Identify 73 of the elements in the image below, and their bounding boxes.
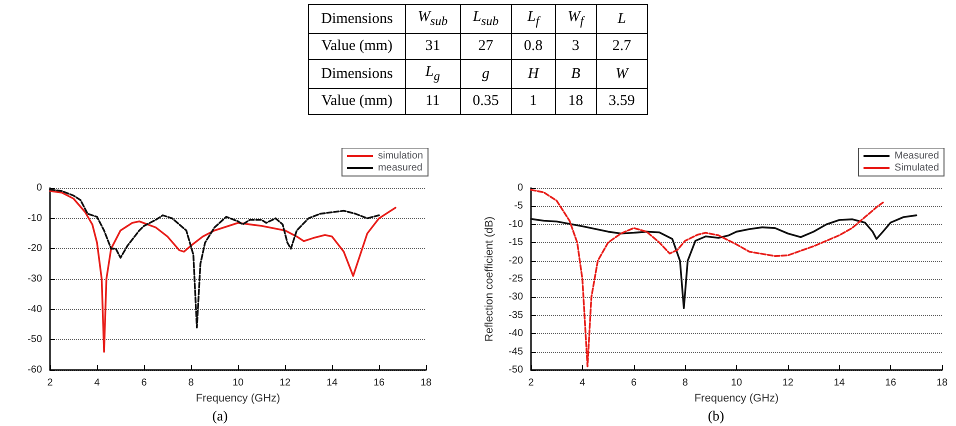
text: W$_{f}$ [555, 4, 596, 34]
y-axis-title: Reflection coefficient (dB) [484, 216, 496, 342]
x-tick-label: 16 [373, 378, 385, 388]
y-tick-label: -20 [508, 255, 524, 266]
x-tick-label: 14 [326, 378, 338, 388]
text: L$_{f}$ [511, 4, 556, 34]
text: H [511, 60, 556, 88]
text: 2.7 [596, 34, 648, 60]
x-tick-label: 16 [885, 378, 897, 388]
y-tick-label: 0 [36, 182, 42, 194]
y-tick-label: -35 [508, 310, 524, 321]
legend-label: measured [378, 162, 422, 174]
text: 1 [511, 88, 556, 114]
y-tick-label: -50 [28, 334, 42, 346]
text: L [596, 4, 648, 34]
text: L$_{g}$ [405, 60, 460, 88]
text: 31 [405, 34, 460, 60]
x-tick-label: 14 [834, 378, 846, 388]
y-tick-label: -20 [28, 243, 42, 254]
y-tick-label: -40 [508, 328, 524, 340]
text: 27 [460, 34, 512, 60]
x-tick-label: 6 [630, 378, 637, 388]
y-tick-label: -10 [508, 218, 524, 230]
text: W [596, 60, 648, 88]
x-tick-label: 8 [188, 378, 194, 388]
x-tick-label: 4 [580, 378, 586, 388]
y-tick-label: -50 [508, 364, 524, 376]
x-tick-label: 2 [47, 378, 54, 388]
y-tick-label: -10 [28, 212, 42, 224]
x-tick-label: 12 [279, 378, 291, 388]
y-tick-label: -60 [28, 364, 42, 376]
y-tick-label: -5 [514, 200, 524, 212]
legend-label: Measured [894, 150, 939, 162]
y-tick-label: -30 [508, 292, 524, 303]
text: 11 [405, 88, 460, 114]
legend-label: Simulated [894, 162, 939, 174]
line-series [49, 190, 396, 353]
text: (a) [212, 410, 228, 424]
text: L$_{sub}$ [460, 4, 512, 34]
x-tick-label: 18 [936, 378, 948, 388]
x-tick-label: 18 [420, 378, 432, 388]
x-tick-label: 8 [682, 378, 688, 388]
x-tick-label: 10 [730, 378, 742, 388]
y-tick-label: -45 [508, 346, 524, 358]
x-tick-label: 6 [141, 378, 148, 388]
line-series [530, 188, 884, 368]
x-tick-label: 4 [94, 378, 100, 388]
text: 3.59 [596, 88, 648, 114]
x-tick-label: 10 [232, 378, 244, 388]
x-axis-title: Frequency (GHz) [196, 392, 280, 404]
y-tick-label: -25 [508, 274, 524, 284]
text: 0.8 [511, 34, 556, 60]
y-tick-label: -40 [28, 304, 42, 315]
text: W$_{sub}$ [405, 4, 460, 34]
y-tick-label: -30 [28, 274, 42, 284]
text: Dimensions [308, 60, 406, 88]
text: 3 [555, 34, 596, 60]
line-series [49, 188, 380, 328]
text: 0.35 [460, 88, 512, 114]
text: Dimensions [308, 4, 406, 34]
text: g [460, 60, 512, 88]
line-series [530, 214, 918, 310]
y-tick-label: -15 [508, 237, 524, 248]
x-tick-label: 2 [528, 378, 534, 388]
legend-label: simulation [378, 150, 424, 162]
text: Value (mm) [308, 34, 406, 60]
text: B [555, 60, 596, 88]
text: (b) [708, 410, 724, 424]
x-axis-title: Frequency (GHz) [694, 392, 779, 404]
x-tick-label: 12 [782, 378, 794, 388]
text: Value (mm) [308, 88, 406, 114]
y-tick-label: 0 [517, 182, 524, 194]
text: 18 [555, 88, 596, 114]
